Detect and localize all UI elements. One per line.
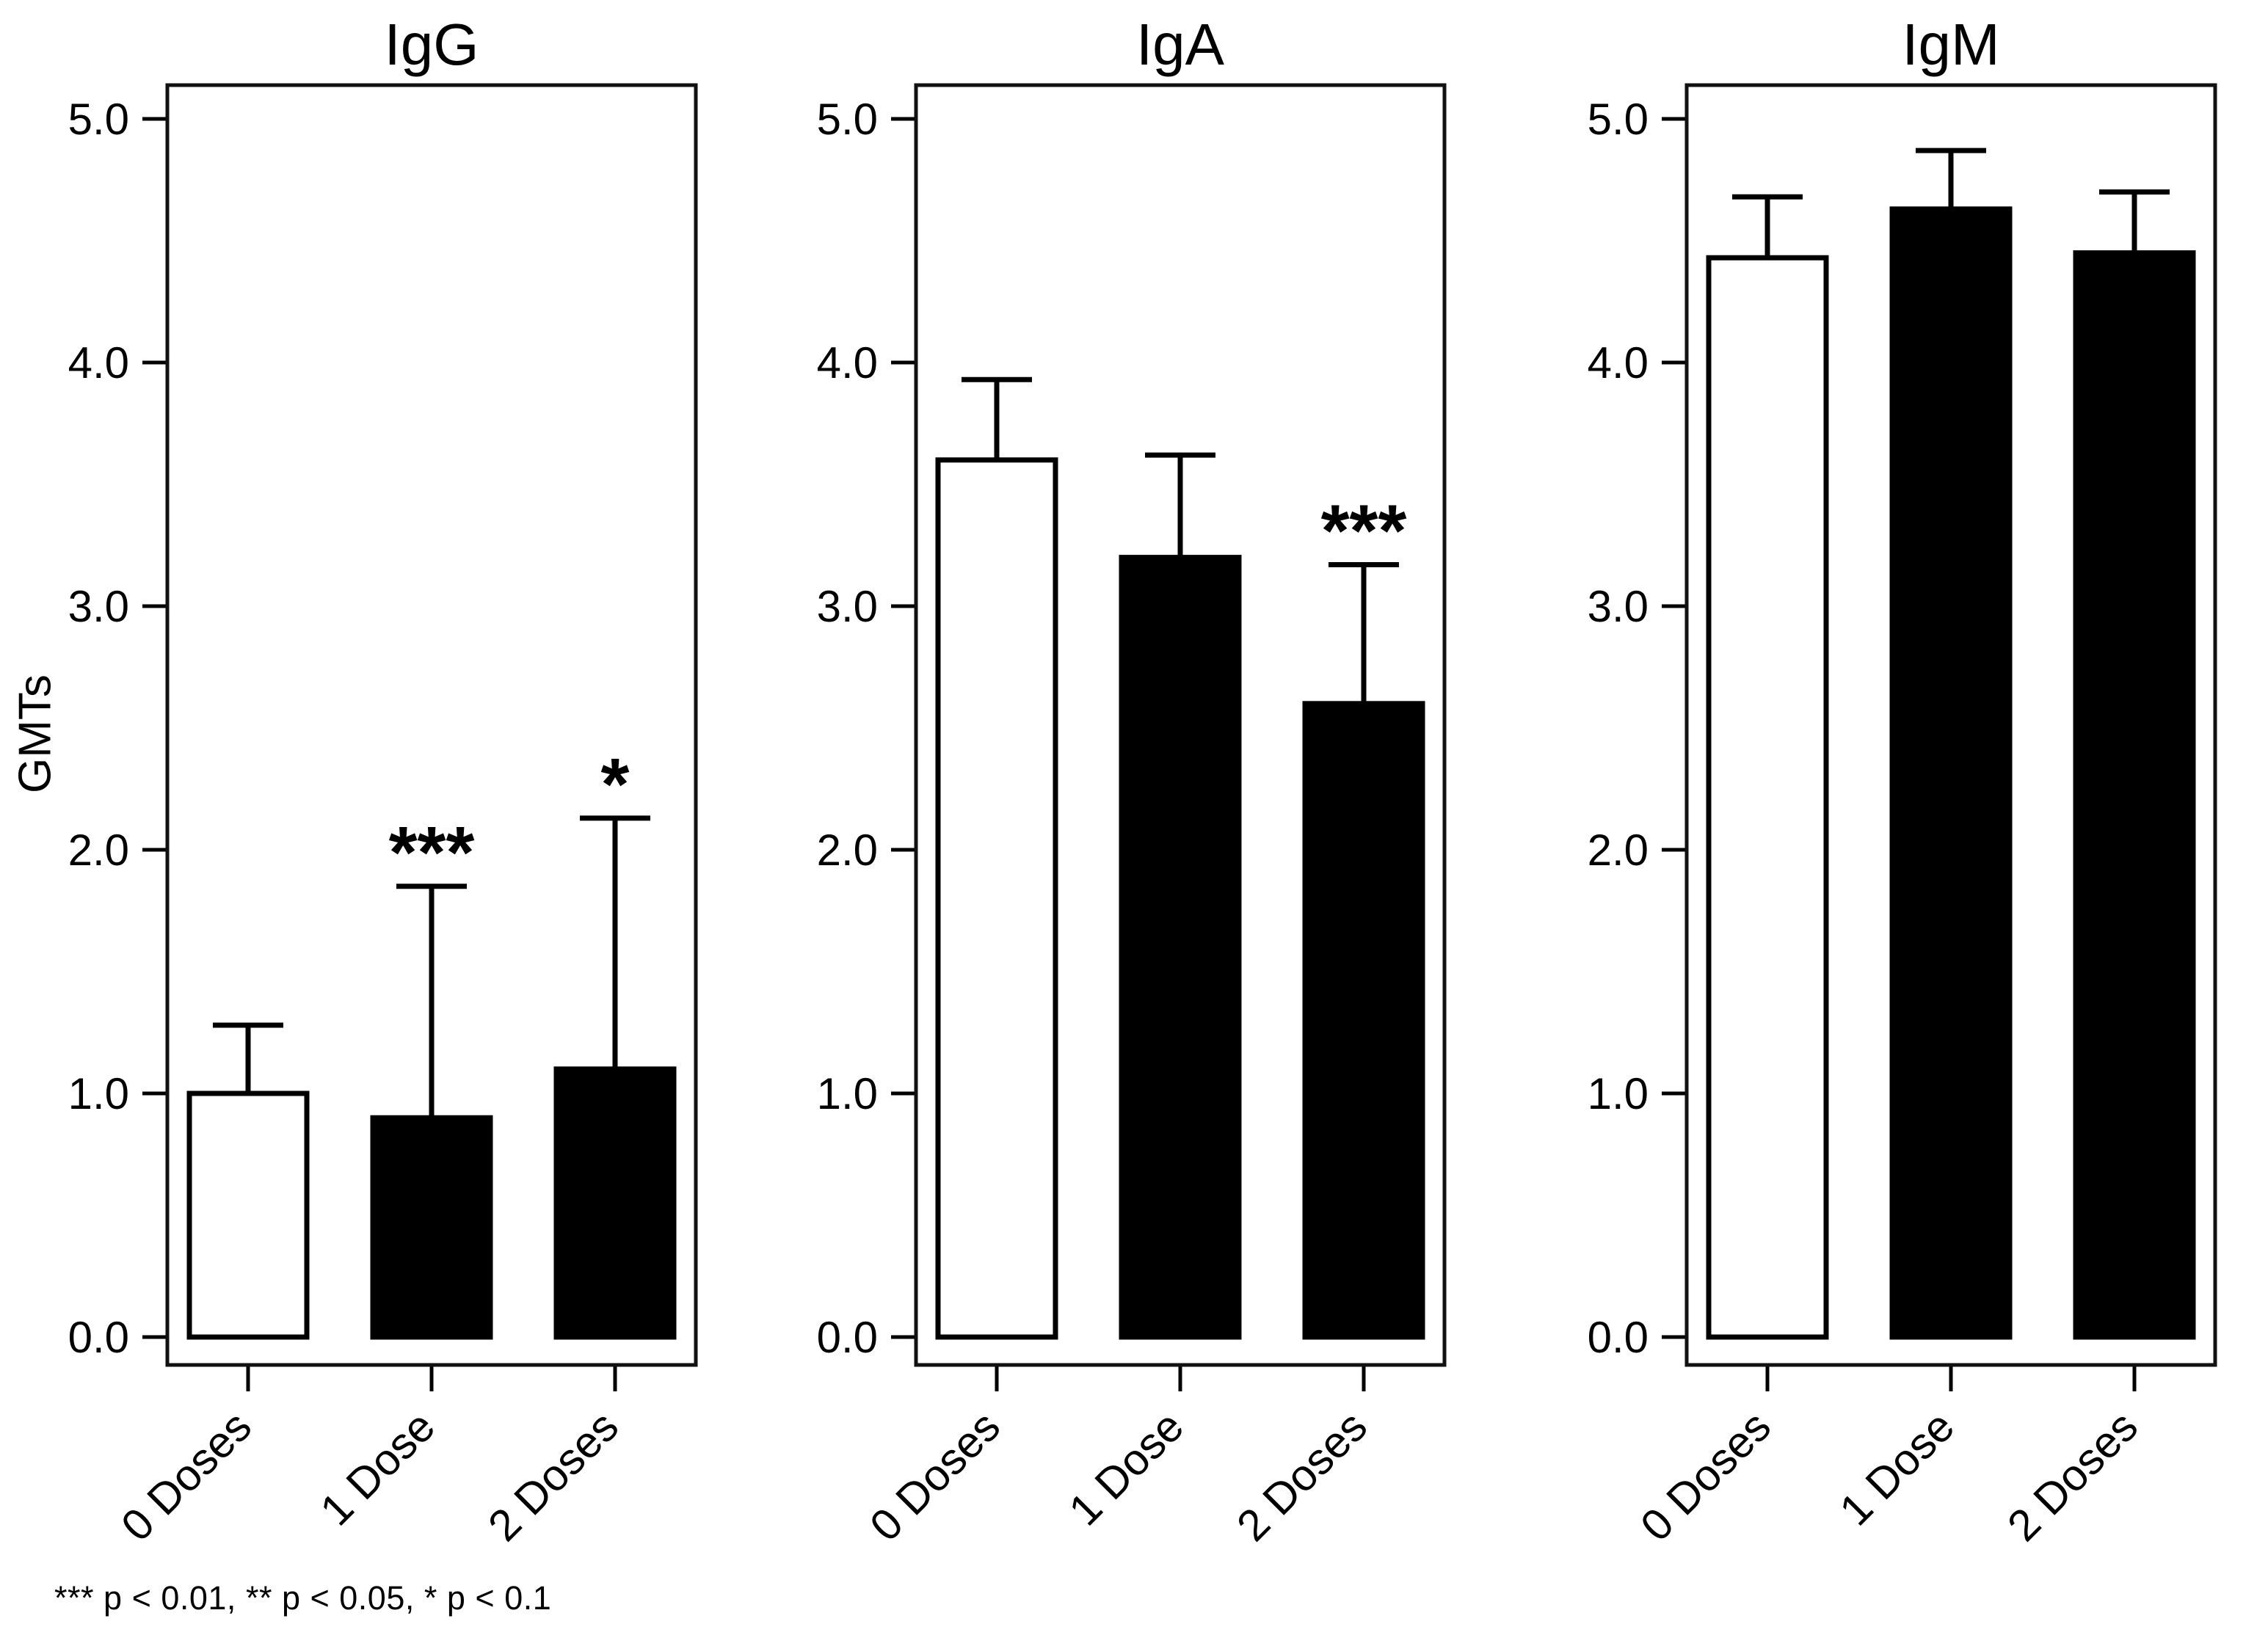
- panel-igm: IgM 0.0 1.0 2.0 3.0 4.0 5.0 0 Doses 1 Dose 2 Dose…: [1588, 12, 2217, 1551]
- panel-title: IgG: [385, 12, 479, 77]
- panel-igg: IgG 0.0 1.0 2.0 3.0 4.0 5.0 0 Doses *** 1 Dose * 2 …: [68, 12, 698, 1551]
- bar: [1119, 555, 1242, 1340]
- x-tick-label: 0 Doses: [112, 1402, 261, 1551]
- y-tick-label: 3.0: [817, 582, 878, 631]
- significance-stars: ***: [389, 812, 475, 894]
- y-tick-label: 0.0: [817, 1313, 878, 1362]
- significance-stars: ***: [1321, 490, 1407, 572]
- bar: [935, 457, 1058, 1340]
- plot-box: [914, 83, 1447, 1367]
- x-tick-label: 1 Dose: [1059, 1402, 1193, 1535]
- bar: [1302, 701, 1425, 1340]
- bar: [186, 1090, 310, 1340]
- x-tick-label: 0 Doses: [1631, 1402, 1780, 1551]
- bar: [1889, 206, 2013, 1340]
- significance-stars: *: [601, 743, 630, 826]
- y-tick-label: 2.0: [817, 826, 878, 875]
- y-tick-label: 1.0: [1588, 1069, 1649, 1118]
- y-tick-label: 4.0: [68, 338, 129, 387]
- x-tick-label: 2 Doses: [479, 1402, 628, 1551]
- significance-footnote: *** p < 0.01, ** p < 0.05, * p < 0.1: [54, 1579, 552, 1617]
- bar: [370, 1115, 493, 1340]
- y-tick-label: 2.0: [68, 826, 129, 875]
- bar: [553, 1066, 677, 1340]
- y-tick-label: 3.0: [68, 582, 129, 631]
- x-tick-label: 2 Doses: [1998, 1402, 2147, 1551]
- x-tick-label: 0 Doses: [860, 1402, 1009, 1551]
- bar: [1706, 255, 1829, 1340]
- y-tick-label: 0.0: [1588, 1313, 1649, 1362]
- panel-iga: IgA 0.0 1.0 2.0 3.0 4.0 5.0 0 Doses 1 Dose *** 2 D…: [817, 12, 1447, 1551]
- panel-title: IgM: [1902, 12, 1999, 77]
- x-tick-label: 1 Dose: [310, 1402, 444, 1535]
- panel-title: IgA: [1136, 12, 1225, 77]
- bar: [2073, 250, 2196, 1340]
- y-tick-label: 3.0: [1588, 582, 1649, 631]
- y-tick-label: 5.0: [68, 95, 129, 144]
- y-tick-label: 4.0: [817, 338, 878, 387]
- y-tick-label: 2.0: [1588, 826, 1649, 875]
- x-tick-label: 1 Dose: [1830, 1402, 1963, 1535]
- y-tick-label: 1.0: [817, 1069, 878, 1118]
- y-tick-label: 1.0: [68, 1069, 129, 1118]
- plot-box: [165, 83, 698, 1367]
- plot-box: [1684, 83, 2217, 1367]
- y-tick-label: 5.0: [817, 95, 878, 144]
- y-axis-title: GMTs: [10, 674, 61, 793]
- x-tick-label: 2 Doses: [1227, 1402, 1376, 1551]
- y-tick-label: 4.0: [1588, 338, 1649, 387]
- y-tick-label: 0.0: [68, 1313, 129, 1362]
- y-tick-label: 5.0: [1588, 95, 1649, 144]
